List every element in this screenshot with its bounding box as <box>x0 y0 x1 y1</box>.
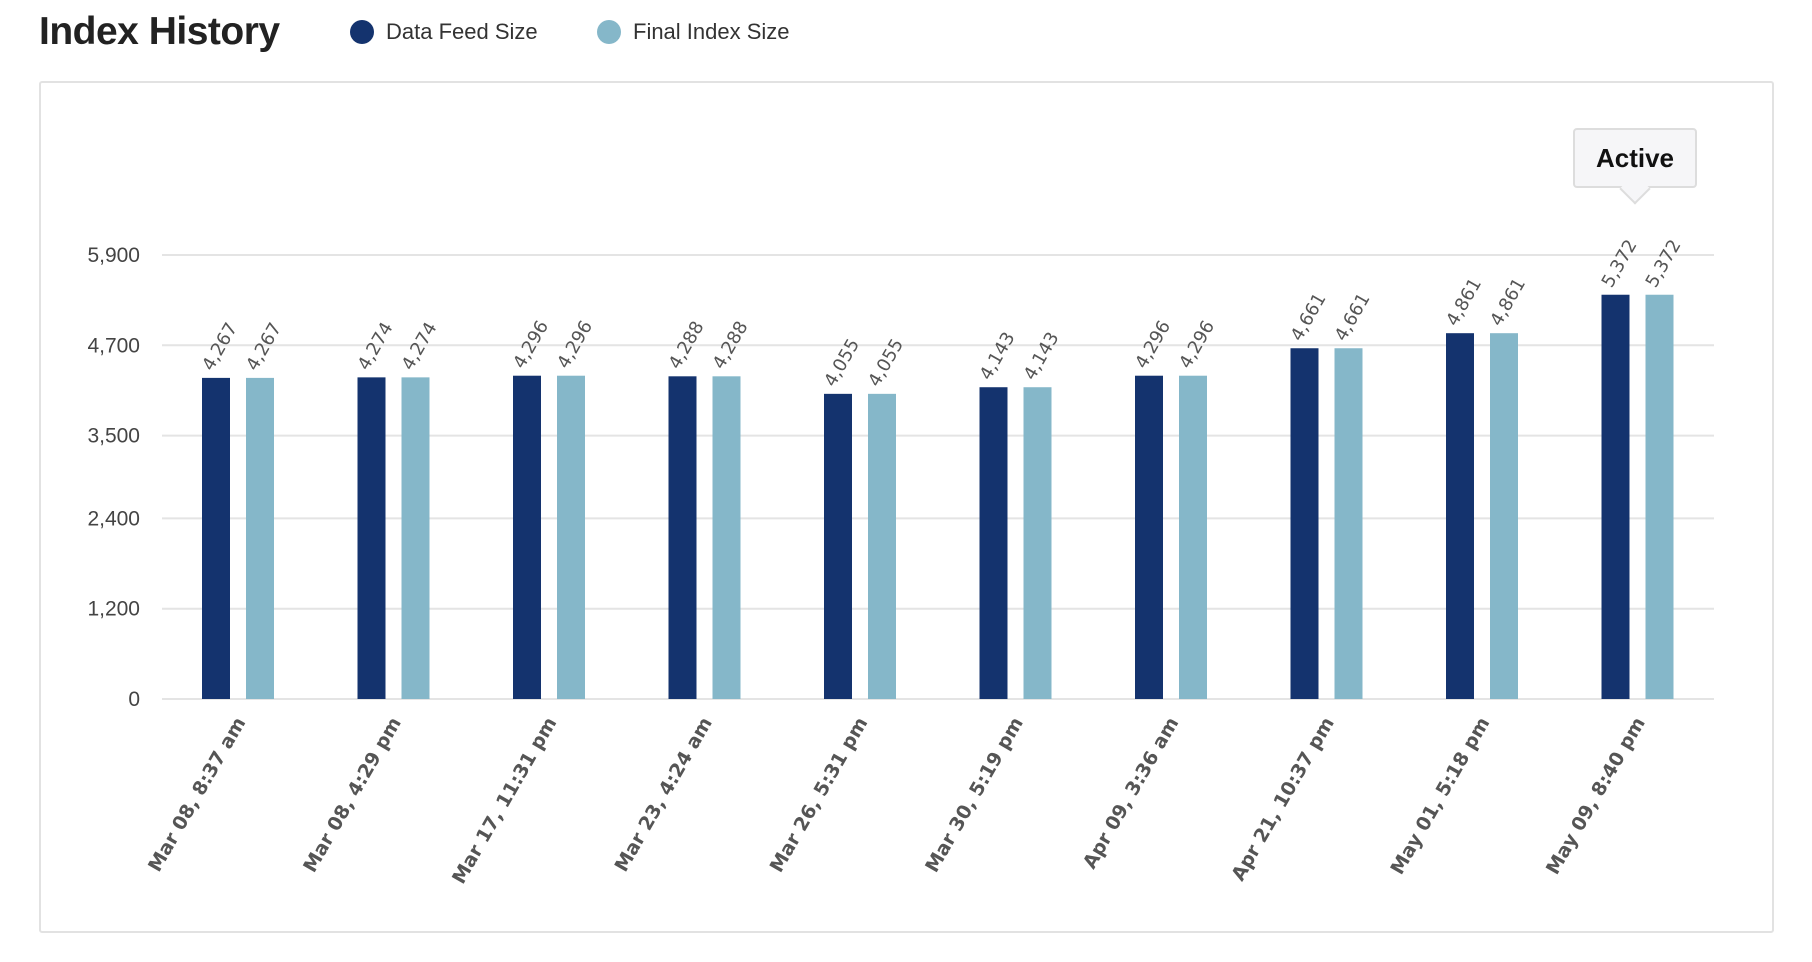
legend-label: Final Index Size <box>633 19 790 44</box>
x-tick-label: Mar 23, 4:24 am <box>611 714 717 876</box>
bar-final-index <box>401 377 430 699</box>
bar-final-index <box>868 393 896 699</box>
bar-final-index <box>1645 294 1674 699</box>
data-label: 4,055 <box>820 335 864 390</box>
x-tick-label: May 09, 8:40 pm <box>1542 714 1650 879</box>
data-label: 5,372 <box>1598 236 1642 291</box>
y-tick-label: 1,200 <box>87 598 140 621</box>
bar-final-index <box>557 375 585 699</box>
data-label: 4,661 <box>1331 290 1375 345</box>
bar-final-index <box>246 377 274 699</box>
bar-data-feed <box>1290 348 1319 699</box>
x-tick-label: May 01, 5:18 pm <box>1386 714 1494 879</box>
x-tick-label: Mar 08, 8:37 am <box>144 714 250 876</box>
x-tick-label: Mar 17, 11:31 pm <box>448 714 561 888</box>
bar-final-index <box>1334 348 1363 699</box>
bar-data-feed <box>1446 333 1474 699</box>
chart-card <box>39 81 1774 933</box>
bar-final-index <box>1023 387 1052 699</box>
legend-label: Data Feed Size <box>386 19 538 44</box>
x-tick-label: Mar 08, 4:29 pm <box>299 714 406 877</box>
x-tick-label: Apr 09, 3:36 am <box>1079 714 1184 873</box>
data-label: 4,143 <box>976 329 1020 384</box>
data-label: 4,267 <box>242 319 286 374</box>
x-tick-label: Mar 26, 5:31 pm <box>766 714 873 877</box>
bar-final-index <box>712 376 741 699</box>
active-tooltip: Active <box>1573 128 1697 188</box>
y-tick-label: 0 <box>128 688 140 711</box>
data-label: 4,055 <box>864 335 908 390</box>
legend-dot-icon <box>597 20 621 44</box>
bar-data-feed <box>1135 375 1163 699</box>
page-title: Index History <box>39 10 280 53</box>
bar-data-feed <box>1601 294 1630 699</box>
x-tick-label: Apr 21, 10:37 pm <box>1227 714 1339 885</box>
legend-item-data-feed-size[interactable]: Data Feed Size <box>350 19 538 45</box>
legend-dot-icon <box>350 20 374 44</box>
bar-data-feed <box>202 377 230 699</box>
bar-final-index <box>1490 333 1518 699</box>
data-label: 4,143 <box>1020 329 1064 384</box>
y-tick-label: 3,500 <box>87 425 140 448</box>
x-tick-label: Mar 30, 5:19 pm <box>921 714 1028 877</box>
data-label: 4,861 <box>1442 275 1486 330</box>
bar-data-feed <box>979 387 1008 699</box>
bar-data-feed <box>513 375 541 699</box>
bar-data-feed <box>824 393 852 699</box>
data-label: 4,661 <box>1287 290 1331 345</box>
data-label: 5,372 <box>1642 236 1686 291</box>
bar-data-feed <box>357 377 386 699</box>
data-label: 4,861 <box>1486 275 1530 330</box>
y-tick-label: 4,700 <box>87 334 140 357</box>
legend-item-final-index-size[interactable]: Final Index Size <box>597 19 790 45</box>
bar-final-index <box>1179 375 1207 699</box>
data-label: 4,267 <box>198 319 242 374</box>
y-tick-label: 2,400 <box>87 507 140 530</box>
y-tick-label: 5,900 <box>87 244 140 267</box>
bar-data-feed <box>668 376 697 699</box>
